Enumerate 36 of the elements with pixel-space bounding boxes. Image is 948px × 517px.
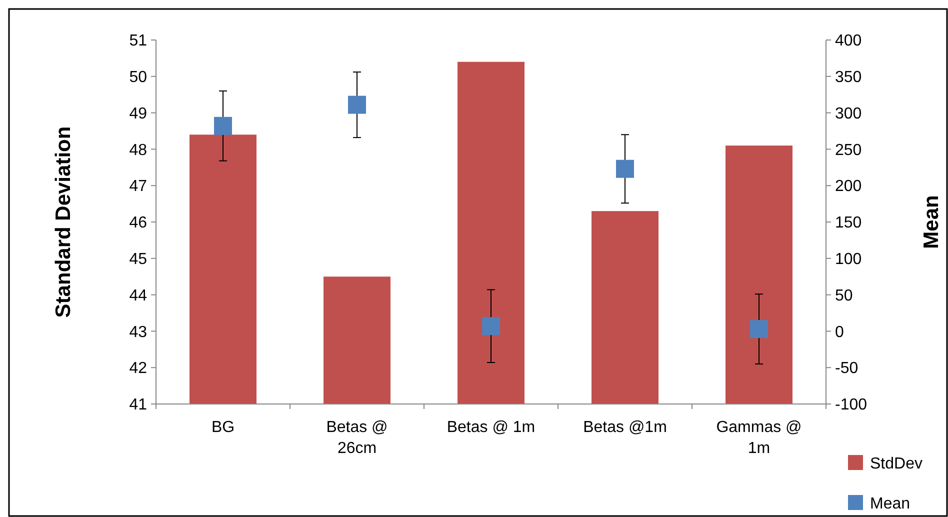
- y2-tick-label: 150: [835, 214, 862, 232]
- point: [214, 116, 232, 135]
- y-tick-label: 43: [129, 324, 148, 341]
- point: [750, 320, 768, 338]
- y2-tick-label: -50: [835, 360, 858, 378]
- x-tick-label: Betas @ 1m: [446, 419, 536, 436]
- point: [616, 160, 634, 178]
- y-tick-label: 42: [129, 360, 148, 378]
- x-tick-label: Gammas @ 1m: [716, 419, 802, 457]
- x-tick-label: Betas @1m: [583, 419, 667, 436]
- y2-tick-label: 300: [835, 105, 862, 122]
- y-tick-label: 41: [129, 396, 148, 414]
- y2-tick-label: -100: [835, 396, 868, 414]
- y-tick-label: 45: [129, 251, 148, 268]
- y-tick-label: 51: [129, 32, 148, 50]
- y-axis-title: Standard Deviation: [52, 126, 75, 318]
- x-tick-label: BG: [211, 419, 235, 436]
- x-tick-label: Betas @ 26cm: [326, 419, 388, 457]
- y2-tick-label: 100: [835, 251, 862, 268]
- y2-tick-label: 400: [835, 32, 862, 50]
- y2-tick-label: 0: [835, 324, 844, 341]
- legend-label: StdDev: [870, 456, 922, 473]
- point: [348, 96, 366, 114]
- y2-axis-title: Mean: [920, 195, 943, 249]
- y2-tick-label: 50: [835, 287, 853, 304]
- y-tick-label: 50: [129, 69, 148, 86]
- y2-tick-label: 250: [835, 142, 862, 159]
- y-tick-label: 46: [129, 214, 148, 232]
- y-tick-label: 48: [129, 142, 148, 159]
- y2-tick-label: 350: [835, 69, 862, 86]
- y2-tick-label: 200: [835, 178, 862, 196]
- legend-label: Mean: [870, 496, 910, 513]
- y-tick-label: 49: [129, 105, 148, 122]
- y-tick-label: 47: [129, 178, 148, 196]
- point: [482, 317, 500, 336]
- y-tick-label: 44: [129, 287, 148, 304]
